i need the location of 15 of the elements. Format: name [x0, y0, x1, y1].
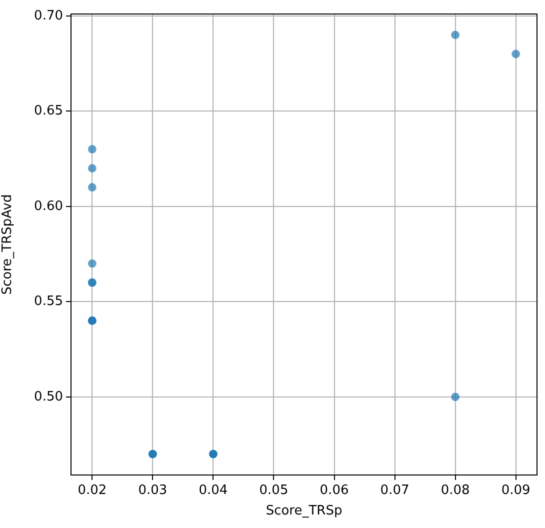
y-tick-label: 0.50	[34, 389, 63, 404]
y-tick-label: 0.70	[34, 8, 63, 24]
x-tick-label: 0.02	[78, 483, 107, 498]
x-tick-label: 0.06	[320, 483, 349, 498]
x-tick-label: 0.07	[380, 483, 410, 498]
x-tick-label: 0.03	[138, 483, 168, 498]
y-tick-label: 0.65	[34, 104, 63, 119]
x-axis-title: Score_TRSp	[266, 504, 342, 519]
x-tick-label: 0.05	[259, 483, 288, 498]
x-tick-label: 0.04	[198, 483, 228, 498]
x-tick-label: 0.08	[440, 483, 470, 498]
y-axis-title: Score_TRSpAvd	[0, 194, 16, 295]
y-tick-label: 0.55	[34, 294, 63, 310]
y-tick-label: 0.60	[34, 198, 63, 214]
x-tick-label: 0.09	[501, 483, 530, 498]
